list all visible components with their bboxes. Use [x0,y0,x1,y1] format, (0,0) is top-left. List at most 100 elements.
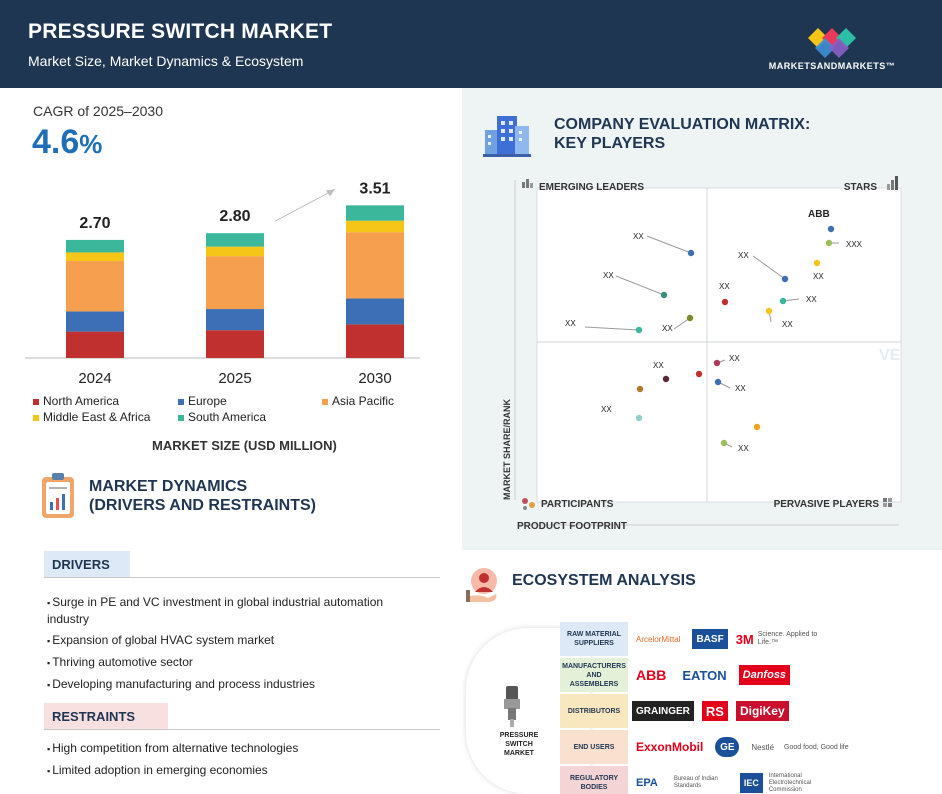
cagr-value: 4.6% [32,123,102,162]
arcelormittal-logo: ArcelorMittal [636,634,681,644]
bar-segment [206,233,264,247]
bar-segment [346,324,404,358]
ecosystem-category: END USERS [560,730,628,764]
pervasive-players-icon [883,498,892,507]
clipboard-chart-icon [42,473,74,518]
matrix-watermark: VE [879,347,901,364]
cagr-number: 4.6 [32,123,80,161]
cagr-unit: % [79,129,103,159]
logo-wordmark: MARKETSANDMARKETS™ [768,61,896,71]
matrix-plot-area [536,187,902,503]
nestle-logo: Nestlé [751,742,775,752]
abb-logo: ABB [636,667,667,683]
ecosystem-row-end-users: END USERS ExxonMobil GE Nestlé Good food… [560,730,870,764]
bis-logo: Bureau of Indian Standards [673,776,718,789]
bar-segment [66,261,124,312]
ecosystem-row-manufacturers: MANUFACTURERS AND ASSEMBLERS ABB EATON D… [560,658,870,692]
ecosystem-logos: ABB EATON Danfoss [632,662,791,688]
company-point-label: XX [633,232,644,241]
drivers-list: Surge in PE and VC investment in global … [47,594,417,698]
company-point [662,375,670,383]
divider [44,577,440,578]
ge-logo: GE [715,737,740,757]
list-item: Developing manufacturing and process ind… [47,676,417,693]
company-point [825,239,833,247]
matrix-title-line1: COMPANY EVALUATION MATRIX: [554,116,811,133]
eaton-logo: EATON [682,667,727,683]
exxonmobil-logo: ExxonMobil [636,740,704,754]
leader-line [646,235,692,254]
x-axis-label: PRODUCT FOOTPRINT [517,521,627,532]
company-point [779,297,787,305]
company-point [687,249,695,257]
company-point [636,385,644,393]
growth-arrow-line [274,188,336,222]
quadrant-label-stars: STARS [844,182,877,193]
list-item: Surge in PE and VC investment in global … [47,594,417,627]
quadrant-label-participants: PARTICIPANTS [541,499,614,510]
page-title: PRESSURE SWITCH MARKET [28,20,333,43]
market-dynamics-title: MARKET DYNAMICS (DRIVERS AND RESTRAINTS) [89,477,316,515]
company-point [686,314,694,322]
matrix-title: COMPANY EVALUATION MATRIX: KEY PLAYERS [554,115,810,153]
company-point-label: ABB [808,209,830,220]
company-point-label: XX [735,384,746,393]
buildings-icon [483,116,531,157]
legend-swatch [33,398,39,405]
company-point-label: XX [601,405,612,414]
nestle-tagline: Good food, Good life [784,743,849,751]
list-item: Expansion of global HVAC system market [47,632,417,649]
company-point-label: XXX [846,240,863,249]
tick-label: 2024 [78,370,111,387]
company-point-label: XX [729,354,740,363]
company-point-label: XX [719,282,730,291]
legend-label: North America [43,394,120,408]
company-point [695,370,703,378]
company-point [714,378,722,386]
bar-segment [66,331,124,358]
growth-arrow-head [326,189,335,197]
rs-logo: RS [701,701,728,721]
company-point-label: XX [653,361,664,370]
leader-line [752,255,786,280]
digikey-logo: DigiKey [735,701,789,721]
3m-tagline: Science. Applied to Life.™ [757,631,818,646]
bar-segment [66,239,124,253]
iec-logo: IEC [739,773,763,793]
company-point [827,225,835,233]
quadrant-label-pervasive-players: PERVASIVE PLAYERS [774,499,880,510]
company-point [813,259,821,267]
leader-line [673,317,691,330]
drivers-heading: DRIVERS [44,551,130,578]
bar-segment [346,232,404,299]
legend-label: Asia Pacific [332,394,395,408]
company-point [635,414,643,422]
list-item: High competition from alternative techno… [47,740,417,757]
basf-logo: BASF [692,629,728,649]
market-dynamics-title-line2: (DRIVERS AND RESTRAINTS) [89,497,316,514]
divider [44,729,440,730]
pressure-switch-icon [504,686,520,727]
ecosystem-center-label: PRESSURE SWITCH MARKET [499,732,539,757]
ecosystem-category: DISTRIBUTORS [560,694,628,728]
company-point-label: XX [813,272,824,281]
bar-segment [206,256,264,310]
legend-item: Middle East & Africa [33,410,150,424]
restraints-heading: RESTRAINTS [44,703,168,730]
company-point-label: XX [738,444,749,453]
company-point [713,359,721,367]
list-item: Limited adoption in emerging economies [47,762,417,779]
ecosystem-title: ECOSYSTEM ANALYSIS [512,572,696,589]
person-network-icon [466,568,497,602]
company-point [660,291,668,299]
y-axis-label: MARKET SHARE/RANK [502,399,512,501]
restraints-list: High competition from alternative techno… [47,740,417,784]
epa-logo: EPA [636,777,658,789]
bar-segment [206,246,264,257]
quadrant-label-emerging-leaders: EMERGING LEADERS [539,182,644,193]
tick-label: 2030 [358,370,391,387]
page-subtitle: Market Size, Market Dynamics & Ecosystem [28,53,304,69]
iec-name: International Electrotechnical Commissio… [768,772,812,793]
participants-icon [522,498,535,510]
legend-label: South America [188,410,267,424]
